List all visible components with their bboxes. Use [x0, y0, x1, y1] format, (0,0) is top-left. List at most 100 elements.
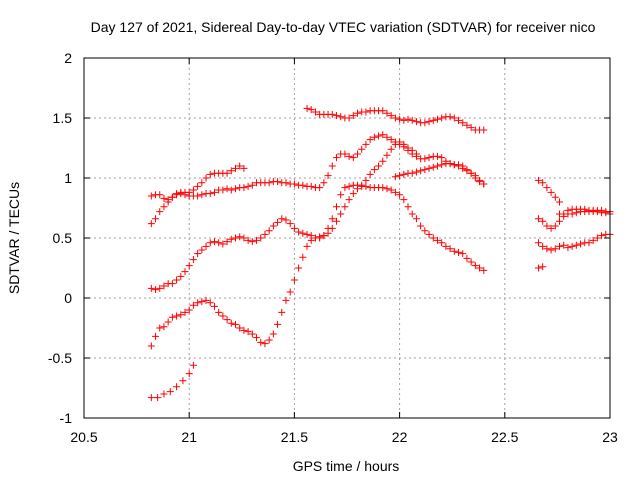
- data-point: [299, 229, 307, 237]
- data-point: [299, 253, 307, 261]
- data-point: [556, 217, 564, 225]
- data-point: [370, 133, 378, 141]
- data-point: [463, 121, 471, 129]
- data-point: [539, 217, 547, 225]
- data-point: [362, 108, 370, 116]
- x-tick-label: 21: [181, 429, 197, 445]
- data-point: [156, 284, 164, 292]
- data-point: [379, 157, 387, 165]
- data-point: [450, 247, 458, 255]
- data-point: [189, 361, 197, 369]
- series-trace-5: [147, 131, 488, 204]
- data-point: [471, 172, 479, 180]
- data-point: [173, 383, 181, 391]
- data-point: [387, 136, 395, 144]
- data-point: [278, 308, 286, 316]
- series-trace-8: [534, 176, 564, 206]
- data-point: [290, 180, 298, 188]
- data-point: [379, 184, 387, 192]
- data-point: [577, 240, 585, 248]
- data-point: [227, 186, 235, 194]
- data-point: [307, 182, 315, 190]
- data-point: [210, 188, 218, 196]
- data-point: [316, 234, 324, 242]
- data-point: [379, 131, 387, 139]
- data-point: [459, 164, 467, 172]
- data-point: [215, 308, 223, 316]
- data-point: [324, 224, 332, 232]
- data-point: [446, 160, 454, 168]
- data-point: [476, 264, 484, 272]
- data-point: [265, 179, 273, 187]
- data-point: [480, 180, 488, 188]
- data-point: [231, 164, 239, 172]
- data-point: [223, 185, 231, 193]
- data-point: [274, 218, 282, 226]
- data-point: [354, 109, 362, 117]
- x-tick-label: 21.5: [281, 429, 308, 445]
- data-point: [236, 162, 244, 170]
- data-point: [160, 282, 168, 290]
- data-point: [282, 216, 290, 224]
- data-point: [438, 114, 446, 122]
- data-point: [337, 113, 345, 121]
- data-point: [391, 188, 399, 196]
- data-point: [295, 264, 303, 272]
- data-point: [412, 152, 420, 160]
- data-point: [147, 342, 155, 350]
- data-point: [598, 232, 606, 240]
- data-point: [446, 113, 454, 121]
- data-point: [379, 107, 387, 115]
- data-point: [194, 182, 202, 190]
- data-point: [231, 320, 239, 328]
- data-point: [362, 140, 370, 148]
- data-point: [370, 166, 378, 174]
- data-point: [173, 312, 181, 320]
- series-trace-3: [147, 181, 488, 294]
- data-point: [215, 239, 223, 247]
- data-point: [206, 239, 214, 247]
- data-point: [383, 185, 391, 193]
- series-trace-10: [534, 230, 614, 254]
- data-point: [337, 210, 345, 218]
- data-point: [408, 116, 416, 124]
- data-point: [244, 236, 252, 244]
- data-point: [198, 179, 206, 187]
- x-tick-label: 22.5: [491, 429, 518, 445]
- data-point: [442, 242, 450, 250]
- data-point: [240, 164, 248, 172]
- data-point: [290, 276, 298, 284]
- data-point: [168, 193, 176, 201]
- data-point: [223, 316, 231, 324]
- data-point: [160, 323, 168, 331]
- data-point: [598, 206, 606, 214]
- data-point: [332, 112, 340, 120]
- data-point: [556, 242, 564, 250]
- data-point: [320, 232, 328, 240]
- data-point: [534, 239, 542, 247]
- data-point: [154, 394, 162, 402]
- data-point: [547, 246, 555, 254]
- data-point: [556, 198, 564, 206]
- data-point: [543, 184, 551, 192]
- data-point: [265, 227, 273, 235]
- data-point: [480, 266, 488, 274]
- y-tick-label: 0.5: [53, 230, 73, 246]
- data-point: [551, 193, 559, 201]
- data-point: [156, 191, 164, 199]
- data-point: [194, 299, 202, 307]
- data-point: [459, 250, 467, 258]
- data-point: [206, 299, 214, 307]
- data-point: [240, 184, 248, 192]
- series-trace-1: [147, 361, 197, 402]
- data-point: [328, 110, 336, 118]
- data-point: [412, 215, 420, 223]
- data-point: [295, 228, 303, 236]
- data-point: [189, 301, 197, 309]
- data-point: [332, 203, 340, 211]
- data-point: [354, 181, 362, 189]
- data-point: [290, 224, 298, 232]
- data-point: [438, 154, 446, 162]
- data-point: [421, 119, 429, 127]
- data-point: [412, 118, 420, 126]
